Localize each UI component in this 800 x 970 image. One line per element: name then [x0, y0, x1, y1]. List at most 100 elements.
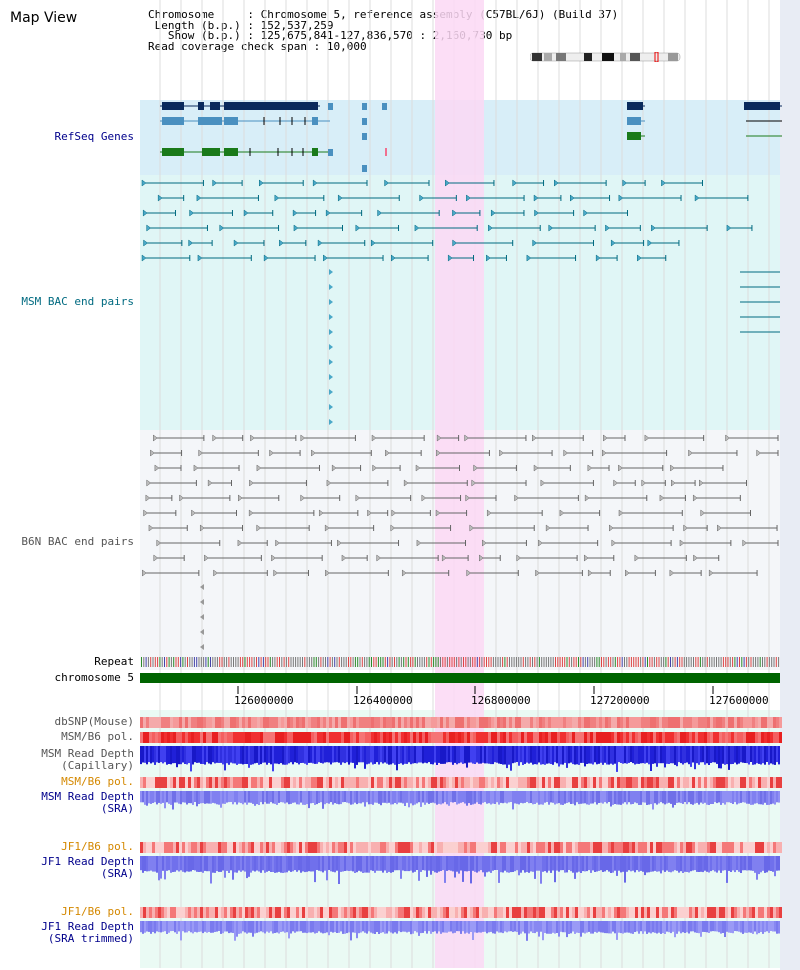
heat-cell — [431, 732, 434, 743]
repeat-element — [267, 657, 269, 667]
gene-marker — [328, 149, 333, 156]
repeat-element — [258, 657, 260, 667]
depth-bar — [380, 856, 382, 871]
heat-cell — [719, 777, 722, 788]
depth-bar — [616, 746, 618, 772]
heat-cell — [458, 717, 461, 728]
heat-cell — [656, 777, 659, 788]
heat-cell — [215, 717, 218, 728]
bac-end-marker — [683, 524, 689, 532]
repeat-element — [313, 657, 315, 667]
heat-cell — [428, 717, 431, 728]
heat-cell — [428, 732, 431, 743]
depth-bar — [552, 746, 554, 765]
repeat-element — [619, 657, 621, 667]
track-features[interactable] — [141, 102, 782, 694]
depth-bar — [304, 746, 306, 764]
depth-bar — [740, 791, 742, 803]
heat-cell — [497, 777, 500, 788]
depth-bar — [518, 746, 520, 766]
heat-cell — [689, 732, 692, 743]
depth-bar — [394, 921, 396, 933]
depth-bar — [548, 791, 550, 805]
depth-bar — [640, 791, 642, 805]
depth-bar — [172, 746, 174, 764]
heat-cell — [557, 717, 560, 728]
heat-cell — [146, 842, 149, 853]
heat-cell — [725, 907, 728, 918]
heat-cell — [362, 732, 365, 743]
bac-end-marker — [329, 329, 333, 335]
bac-end-marker — [466, 569, 472, 577]
heat-cell — [557, 777, 560, 788]
depth-bar — [148, 791, 150, 804]
heat-cell — [437, 842, 440, 853]
depth-bar — [534, 856, 536, 879]
heat-cell — [425, 777, 428, 788]
heat-cell — [155, 842, 158, 853]
depth-bar — [388, 791, 390, 803]
heat-cell — [146, 907, 149, 918]
heat-cell — [203, 732, 206, 743]
depth-bar — [496, 746, 498, 763]
depth-bar — [182, 921, 184, 932]
depth-bar — [514, 791, 516, 804]
depth-bar — [432, 746, 434, 765]
depth-bar — [198, 921, 200, 932]
repeat-element — [488, 657, 490, 667]
depth-bar — [540, 746, 542, 765]
repeat-element — [773, 657, 775, 667]
repeat-element — [428, 657, 430, 667]
depth-bar — [174, 746, 176, 764]
depth-bar — [632, 746, 634, 764]
depth-bar — [168, 791, 170, 804]
depth-bar — [176, 746, 178, 768]
heat-cell — [512, 907, 515, 918]
heat-cell — [731, 842, 734, 853]
heat-cell — [752, 907, 755, 918]
repeat-element — [297, 657, 299, 667]
depth-bar — [756, 921, 758, 935]
heat-cell — [713, 717, 716, 728]
bac-end-marker — [570, 194, 575, 202]
heat-cell — [476, 842, 479, 853]
heat-cell — [476, 732, 479, 743]
depth-bar — [534, 791, 536, 804]
depth-bar — [222, 921, 224, 934]
depth-bar — [512, 921, 514, 932]
bac-end-marker — [659, 494, 665, 502]
repeat-element — [391, 657, 393, 667]
depth-bar — [646, 791, 648, 805]
heat-cell — [374, 777, 377, 788]
depth-bar — [378, 746, 380, 765]
heat-cell — [644, 842, 647, 853]
heat-cell — [518, 777, 521, 788]
depth-bar — [696, 921, 698, 933]
bac-end-marker — [249, 479, 254, 487]
depth-bar — [662, 921, 664, 934]
heat-cell — [212, 717, 215, 728]
depth-bar — [730, 746, 732, 765]
depth-bar — [480, 856, 482, 871]
depth-bar — [732, 921, 734, 934]
repeat-element — [460, 657, 462, 667]
depth-bar — [638, 746, 640, 764]
heat-cell — [284, 717, 287, 728]
heat-cell — [290, 732, 293, 743]
depth-bar — [140, 746, 142, 765]
repeat-element — [182, 657, 184, 667]
heat-cell — [563, 717, 566, 728]
depth-bar — [152, 746, 154, 763]
chromosome-ideogram[interactable] — [530, 52, 682, 62]
heat-cell — [623, 907, 626, 918]
heat-cell — [515, 717, 518, 728]
depth-bar — [412, 746, 414, 764]
depth-bar — [400, 791, 402, 803]
bac-end-marker — [377, 209, 383, 217]
depth-bar — [316, 921, 318, 933]
heat-cell — [437, 717, 440, 728]
heat-cell — [635, 732, 638, 743]
heat-cell — [362, 842, 365, 853]
heat-cell — [149, 777, 152, 788]
